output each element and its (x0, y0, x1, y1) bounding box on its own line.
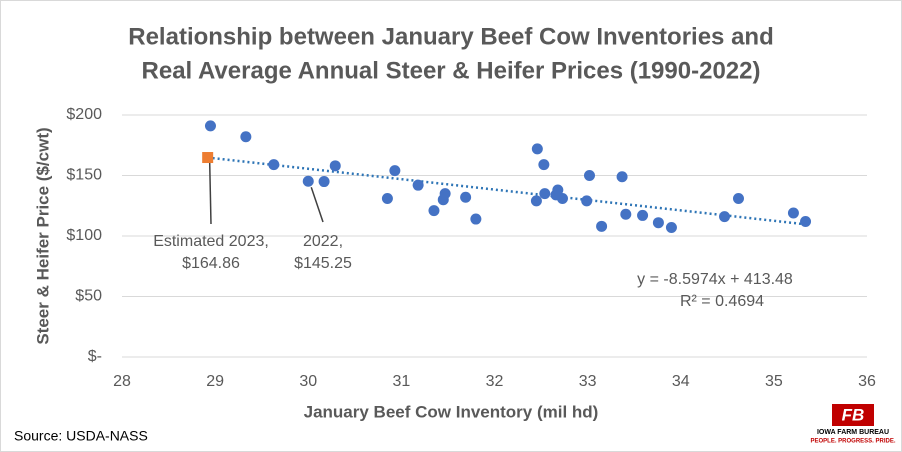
point (428, 205, 440, 217)
annotation: $145.25 (294, 255, 352, 272)
callout-line (208, 161, 212, 225)
point (439, 188, 451, 200)
point (652, 217, 664, 229)
point (637, 209, 649, 221)
y-tick-label: $150 (66, 167, 102, 184)
point (460, 191, 472, 203)
point (381, 192, 393, 204)
x-tick-label: 31 (392, 373, 410, 390)
point (552, 184, 564, 196)
x-tick-label: 28 (113, 373, 131, 390)
point (616, 171, 628, 183)
annotation: Estimated 2023, (153, 233, 269, 250)
point (530, 195, 542, 207)
point (583, 170, 595, 181)
point (389, 165, 401, 177)
y-tick-label: $100 (66, 227, 102, 244)
x-tick-label: 29 (206, 373, 224, 390)
point (620, 208, 632, 220)
point (732, 192, 744, 204)
point (719, 211, 731, 223)
point (787, 207, 799, 219)
x-tick-label: 36 (858, 373, 876, 390)
x-tick-label: 33 (579, 373, 597, 390)
trendline (207, 156, 806, 226)
point (470, 213, 482, 225)
logo-mark-text: FB (842, 405, 865, 424)
y-tick-label: $200 (66, 106, 102, 123)
point (268, 159, 280, 171)
point (329, 160, 341, 172)
logo-mark (832, 404, 874, 426)
point (596, 220, 608, 232)
x-tick-label: 30 (299, 373, 317, 390)
y-tick-label: $50 (75, 288, 102, 305)
point (581, 195, 593, 207)
y-axis-label: Steer & Heifer Price ($/cwt) (33, 127, 52, 344)
point (538, 159, 550, 171)
trendline-equation: y = -8.5974x + 413.48 (637, 271, 793, 288)
point (556, 192, 568, 204)
logo-name: IOWA FARM BUREAU (817, 429, 889, 436)
point (240, 131, 252, 143)
point (800, 215, 812, 227)
source: Source: USDA-NASS (14, 428, 148, 444)
logo: FB IOWA FARM BUREAU PEOPLE. PROGRESS. PR… (810, 404, 896, 445)
chart-title: Real Average Annual Steer & Heifer Price… (142, 57, 761, 84)
x-tick-label: 35 (765, 373, 783, 390)
point (318, 176, 330, 188)
y-tick-label: $- (88, 348, 102, 365)
point (531, 143, 543, 155)
x-tick-label: 32 (486, 373, 504, 390)
point (665, 222, 677, 234)
point (412, 179, 424, 191)
annotation: 2022, (303, 233, 343, 250)
callout-line (310, 187, 324, 223)
annotation: $164.86 (182, 255, 240, 272)
logo-tagline: PEOPLE. PROGRESS. PRIDE. (810, 439, 895, 445)
x-axis-label: January Beef Cow Inventory (mil hd) (304, 402, 599, 421)
point (539, 188, 551, 200)
point (204, 120, 216, 132)
x-tick-label: 34 (672, 373, 690, 390)
point (202, 152, 214, 164)
trendline-r2: R² = 0.4694 (680, 293, 764, 310)
point (302, 175, 314, 187)
chart-title: Relationship between January Beef Cow In… (128, 23, 773, 50)
